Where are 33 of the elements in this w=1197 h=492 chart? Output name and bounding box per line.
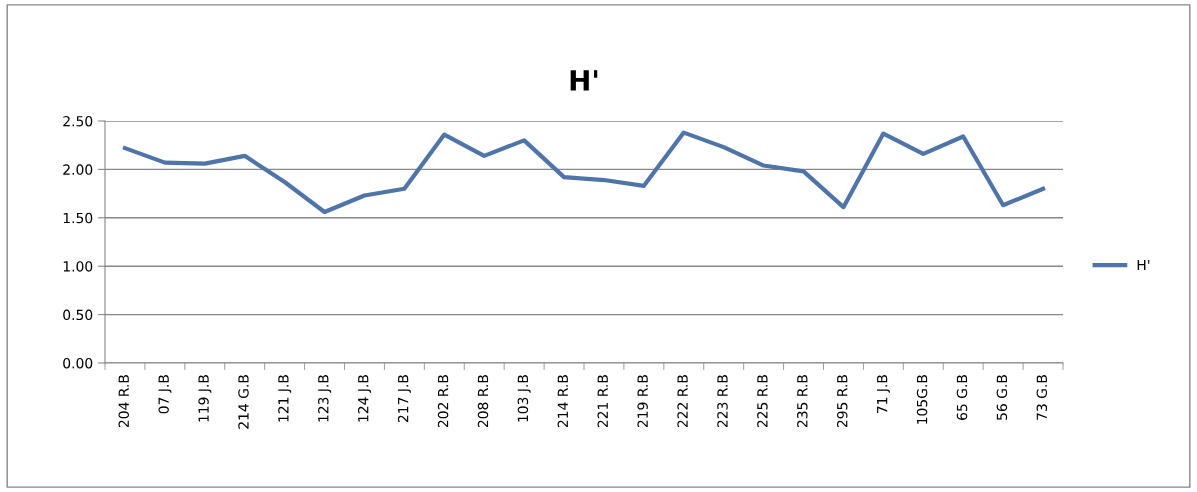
x-tick-label: 295 R.B [836, 375, 848, 428]
x-tick-label: 124 J.B [357, 375, 372, 422]
y-tick-label: 1.00 [63, 261, 93, 272]
x-tick-label: 214 G.B [238, 375, 249, 429]
x-tick-label: 103 J.B [517, 375, 531, 422]
y-tick-label: 0.00 [63, 357, 93, 369]
legend-label: H' [1137, 259, 1150, 271]
x-tick-label: 65 G.B [956, 375, 968, 420]
y-tick-label: 2.50 [63, 115, 93, 127]
x-tick-label: 221 R.B [597, 375, 608, 428]
chart-title: H' [570, 70, 598, 91]
x-tick-label: 217 J.B [397, 375, 411, 423]
x-tick-label: 07 J.B [158, 375, 172, 414]
x-tick-label: 204 R.B [118, 375, 129, 428]
x-tick-label: 219 R.B [637, 375, 648, 428]
y-tick-label: 1.50 [63, 212, 93, 224]
x-tick-label: 208 R.B [477, 375, 489, 428]
x-tick-label: 56 G.B [996, 375, 1008, 420]
y-tick-label: 2.00 [63, 164, 93, 175]
x-tick-label: 223 R.B [717, 375, 728, 428]
x-tick-label: 121 J.B [278, 375, 292, 422]
x-tick-label: 123 J.B [318, 375, 332, 422]
x-tick-label: 202 R.B [437, 375, 449, 428]
x-tick-label: 71 J.B [877, 375, 890, 414]
x-tick-label: 105G.B [916, 375, 928, 424]
x-tick-label: 119 J.B [198, 375, 212, 422]
y-tick-label: 0.50 [63, 309, 93, 321]
line-series [122, 130, 1046, 215]
x-tick-label: 225 R.B [757, 375, 768, 428]
x-tick-label: 214 R.B [557, 375, 568, 428]
x-tick-label: 73 G.B [1036, 375, 1048, 420]
x-tick-label: 222 R.B [677, 375, 688, 428]
x-tick-label: 235 R.B [797, 375, 808, 428]
